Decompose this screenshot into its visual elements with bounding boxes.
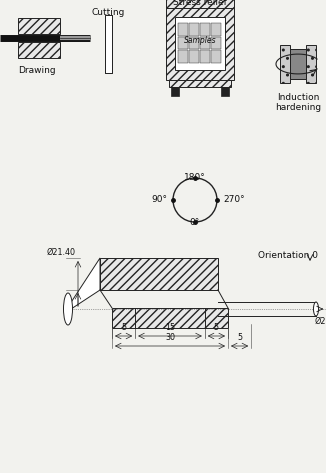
Text: 5: 5 [237, 333, 242, 342]
Bar [211, 23, 221, 35]
Bar [166, 0, 234, 8]
Bar [171, 87, 179, 96]
Text: 30: 30 [165, 333, 175, 342]
Text: Stress relief: Stress relief [173, 0, 227, 7]
Polygon shape [68, 258, 100, 311]
Bar [211, 37, 221, 49]
Bar [166, 8, 234, 80]
Text: 90°: 90° [151, 195, 167, 204]
Bar [100, 258, 218, 290]
Bar [112, 308, 228, 328]
Bar [200, 23, 210, 35]
Text: Orientation 0: Orientation 0 [258, 251, 318, 260]
Ellipse shape [64, 293, 72, 325]
Text: 180°: 180° [184, 173, 206, 182]
Bar [175, 17, 225, 70]
Ellipse shape [314, 302, 319, 316]
Text: 5: 5 [214, 323, 219, 332]
Bar [189, 23, 199, 35]
Bar [290, 49, 306, 79]
Text: Induction
hardening: Induction hardening [275, 93, 321, 113]
Text: 5: 5 [121, 323, 126, 332]
Text: Ø20.25: Ø20.25 [315, 316, 326, 325]
Bar [200, 37, 210, 49]
Bar [105, 15, 112, 73]
Bar [18, 42, 60, 58]
Bar [178, 50, 188, 63]
Bar [189, 37, 199, 49]
Bar [178, 23, 188, 35]
Bar [306, 45, 316, 83]
Text: 0°: 0° [190, 218, 200, 227]
Bar [221, 87, 229, 96]
Bar [189, 50, 199, 63]
Text: Samples: Samples [184, 36, 216, 45]
Text: Cutting: Cutting [91, 8, 125, 17]
Text: 15: 15 [165, 323, 175, 332]
Bar [105, 15, 112, 73]
Bar [178, 37, 188, 49]
Bar [169, 80, 231, 87]
Text: Ø21.40: Ø21.40 [47, 247, 76, 256]
Text: 270°: 270° [223, 195, 244, 204]
Bar [211, 50, 221, 63]
Bar [18, 18, 60, 34]
Text: Drawing: Drawing [18, 66, 56, 75]
Bar [280, 45, 290, 83]
Bar [200, 50, 210, 63]
